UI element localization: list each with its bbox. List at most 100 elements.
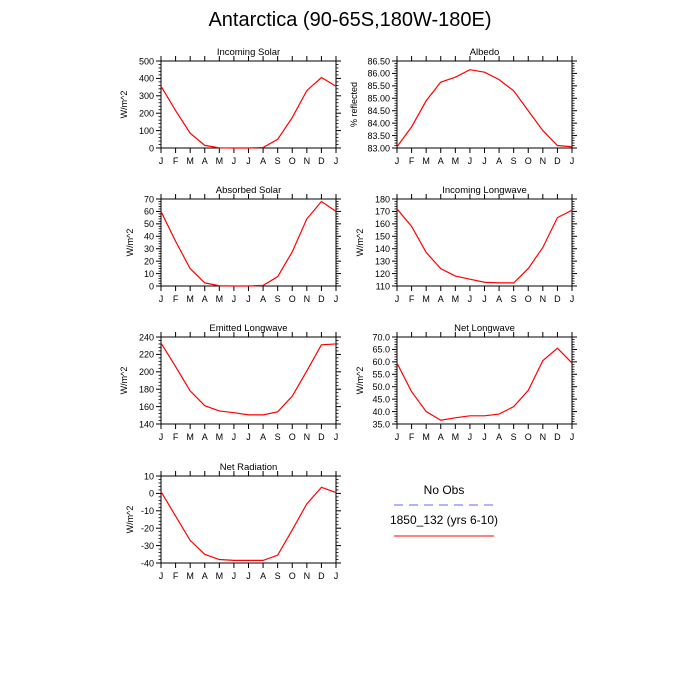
y-tick-label: 65.0 [372, 345, 390, 355]
series-line [160, 342, 337, 416]
chart-panel-5: Net Longwave W/m^2 35.0 40.0 45.0 50.0 55.0 60.… [355, 323, 577, 442]
y-tick-label: 400 [139, 74, 154, 84]
x-tick-label: S [511, 432, 517, 442]
y-tick-label: 55.0 [372, 370, 390, 380]
x-tick-label: J [468, 432, 473, 442]
x-tick-label: F [173, 432, 179, 442]
plot-frame [396, 60, 573, 149]
panel-title: Net Radiation [220, 462, 278, 473]
x-tick-label: A [438, 432, 444, 442]
series-line [396, 208, 573, 284]
y-tick-label: 0 [149, 143, 154, 153]
y-tick-label: 45.0 [372, 394, 390, 404]
y-tick-label: 84.00 [367, 118, 390, 128]
x-tick-label: N [304, 294, 311, 304]
y-tick-label: 85.00 [367, 94, 390, 104]
x-tick-label: A [202, 571, 208, 581]
y-tick-label: 200 [139, 367, 154, 377]
x-tick-label: M [216, 156, 224, 166]
x-tick-label: J [570, 432, 575, 442]
x-tick-label: J [232, 156, 237, 166]
series-line [160, 200, 337, 287]
x-tick-label: N [540, 294, 547, 304]
plot-frame [160, 475, 337, 564]
x-tick-label: J [246, 432, 251, 442]
x-tick-label: F [409, 432, 415, 442]
y-tick-label: 100 [139, 126, 154, 136]
plot-frame [160, 60, 337, 149]
x-tick-label: N [540, 156, 547, 166]
x-tick-label: M [422, 156, 430, 166]
y-tick-label: -30 [141, 541, 154, 551]
y-tick-label: 10 [144, 269, 154, 279]
x-tick-label: O [525, 432, 532, 442]
y-tick-label: 160 [139, 402, 154, 412]
series-line [160, 486, 337, 561]
x-tick-label: D [318, 432, 325, 442]
x-tick-label: M [452, 432, 460, 442]
series-line [396, 347, 573, 421]
y-tick-label: 120 [375, 269, 390, 279]
x-tick-label: J [395, 432, 400, 442]
y-tick-label: -40 [141, 558, 154, 568]
x-tick-label: S [275, 294, 281, 304]
x-tick-label: S [275, 571, 281, 581]
y-tick-label: 30 [144, 244, 154, 254]
x-tick-label: O [525, 294, 532, 304]
x-tick-label: D [318, 156, 325, 166]
x-tick-label: M [422, 294, 430, 304]
x-tick-label: N [540, 432, 547, 442]
x-tick-label: J [232, 294, 237, 304]
x-tick-label: A [496, 156, 502, 166]
panel-title: Absorbed Solar [216, 185, 281, 196]
series-line [160, 76, 337, 149]
y-axis-label: W/m^2 [355, 367, 365, 395]
plot-frame [160, 336, 337, 425]
x-tick-label: M [422, 432, 430, 442]
x-tick-label: N [304, 571, 311, 581]
x-tick-label: F [173, 156, 179, 166]
x-tick-label: J [334, 156, 339, 166]
y-tick-label: 83.50 [367, 131, 390, 141]
x-tick-label: D [554, 294, 561, 304]
x-tick-label: F [173, 294, 179, 304]
x-tick-label: A [260, 432, 266, 442]
x-tick-label: J [482, 156, 487, 166]
y-tick-label: 170 [375, 207, 390, 217]
y-tick-label: 200 [139, 109, 154, 119]
x-tick-label: A [202, 156, 208, 166]
x-tick-label: J [395, 294, 400, 304]
x-tick-label: J [159, 571, 164, 581]
x-tick-label: J [334, 294, 339, 304]
x-tick-label: M [216, 294, 224, 304]
panel-title: Incoming Solar [217, 47, 280, 58]
y-tick-label: 86.00 [367, 69, 390, 79]
x-tick-label: S [511, 156, 517, 166]
x-tick-label: A [260, 571, 266, 581]
x-tick-label: M [186, 294, 194, 304]
y-tick-label: 150 [375, 232, 390, 242]
y-tick-label: -20 [141, 524, 154, 534]
y-tick-label: 0 [149, 281, 154, 291]
y-tick-label: 86.50 [367, 56, 390, 66]
x-tick-label: M [186, 156, 194, 166]
panel-title: Incoming Longwave [442, 185, 527, 196]
y-tick-label: 130 [375, 256, 390, 266]
x-tick-label: A [202, 294, 208, 304]
y-tick-label: -10 [141, 506, 154, 516]
x-tick-label: D [554, 432, 561, 442]
x-tick-label: M [216, 432, 224, 442]
x-tick-label: F [409, 294, 415, 304]
x-tick-label: A [202, 432, 208, 442]
y-axis-label: W/m^2 [119, 91, 129, 119]
x-tick-label: M [216, 571, 224, 581]
x-tick-label: A [260, 156, 266, 166]
y-tick-label: 40.0 [372, 407, 390, 417]
x-tick-label: J [395, 156, 400, 166]
x-tick-label: A [496, 294, 502, 304]
y-tick-label: 35.0 [372, 419, 390, 429]
x-tick-label: J [468, 156, 473, 166]
